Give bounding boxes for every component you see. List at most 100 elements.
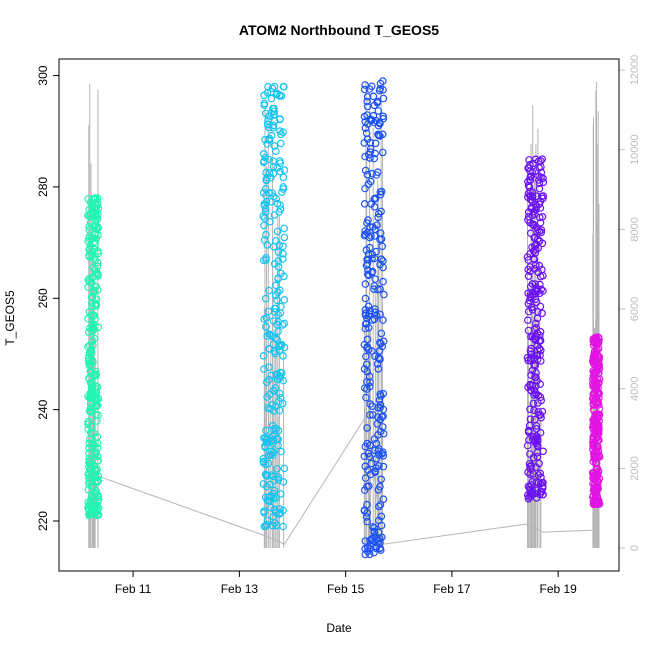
data-point: [364, 266, 372, 274]
data-point: [270, 308, 279, 316]
data-point: [364, 216, 372, 224]
data-point: [272, 521, 281, 530]
data-point: [592, 485, 601, 494]
plot-frame: [58, 58, 620, 572]
data-point: [536, 487, 545, 496]
data-point: [262, 168, 270, 177]
data-point: [532, 284, 541, 292]
data-point: [535, 344, 544, 353]
data-point: [589, 405, 598, 414]
data-point: [273, 465, 281, 473]
data-point: [376, 285, 384, 293]
data-point: [363, 343, 372, 351]
data-point: [360, 384, 369, 392]
data-point: [528, 366, 537, 375]
data-point: [533, 235, 542, 244]
data-point: [532, 373, 540, 382]
data-point: [524, 326, 533, 335]
data-point: [276, 341, 285, 350]
data-point: [279, 185, 288, 193]
data-point: [537, 228, 546, 237]
data-point: [85, 226, 94, 234]
data-point: [270, 472, 278, 481]
axes-layer: Feb 11 Feb 13 Feb 15 Feb 17 Feb 19 220 240 260 2…: [36, 55, 641, 596]
data-point: [280, 295, 289, 304]
data-point: [592, 500, 601, 508]
data-point: [534, 471, 543, 479]
data-point: [89, 439, 97, 448]
data-point: [274, 426, 283, 435]
data-point: [367, 459, 376, 468]
data-point: [265, 375, 273, 384]
data-point: [373, 168, 382, 177]
data-point: [377, 512, 386, 521]
data-point: [90, 245, 98, 253]
data-point: [536, 327, 545, 336]
data-point: [372, 542, 381, 551]
data-point: [92, 300, 101, 309]
data-point: [588, 468, 597, 477]
data-point: [538, 478, 546, 487]
data-point: [85, 454, 94, 463]
data-point: [375, 86, 384, 95]
data-point: [363, 335, 372, 344]
data-point: [265, 345, 274, 353]
data-point: [523, 253, 532, 261]
data-point: [272, 90, 281, 99]
data-point: [524, 494, 533, 503]
data-point: [367, 82, 376, 91]
data-point: [276, 508, 284, 517]
data-point: [280, 166, 289, 174]
data-point: [371, 149, 379, 158]
data-point: [535, 184, 544, 193]
data-point: [86, 390, 95, 398]
data-point: [370, 528, 379, 537]
data-point: [366, 400, 374, 408]
data-point: [268, 432, 277, 440]
y-tick-label: 220: [36, 511, 50, 531]
data-point: [526, 293, 535, 302]
data-point: [366, 115, 375, 124]
data-point: [261, 135, 269, 144]
data-point: [533, 452, 542, 461]
data-point: [84, 425, 93, 434]
data-point: [365, 233, 374, 242]
data-point: [259, 457, 268, 466]
data-point: [263, 516, 272, 525]
data-point: [269, 451, 277, 459]
data-point: [532, 203, 541, 211]
data-point: [532, 323, 541, 332]
data-point: [593, 367, 601, 376]
data-point: [594, 400, 603, 409]
data-point: [374, 107, 383, 115]
data-point: [534, 408, 543, 416]
data-point: [265, 286, 273, 295]
data-point: [539, 447, 547, 456]
x-tick-label: Feb 15: [327, 582, 365, 596]
data-point: [262, 520, 271, 529]
data-point: [85, 444, 93, 452]
data-point: [376, 79, 385, 88]
data-point: [371, 194, 380, 203]
data-point: [527, 481, 536, 489]
data-point: [535, 261, 544, 270]
data-point: [366, 148, 375, 156]
data-point: [377, 207, 385, 216]
chart-title: ATOM2 Northbound T_GEOS5: [239, 22, 439, 38]
data-point: [377, 475, 386, 484]
data-point: [362, 393, 370, 402]
data-point: [263, 393, 271, 401]
data-point: [279, 250, 287, 258]
y2-tick-label: 10000: [629, 134, 641, 165]
x-tick-label: Feb 11: [115, 582, 152, 596]
data-point: [261, 294, 270, 303]
data-point: [590, 449, 598, 458]
data-point: [532, 298, 541, 307]
data-point: [374, 528, 383, 537]
data-point: [274, 318, 283, 326]
data-point: [279, 173, 288, 182]
data-point: [526, 229, 535, 238]
data-point: [379, 112, 388, 121]
data-point: [267, 198, 275, 206]
